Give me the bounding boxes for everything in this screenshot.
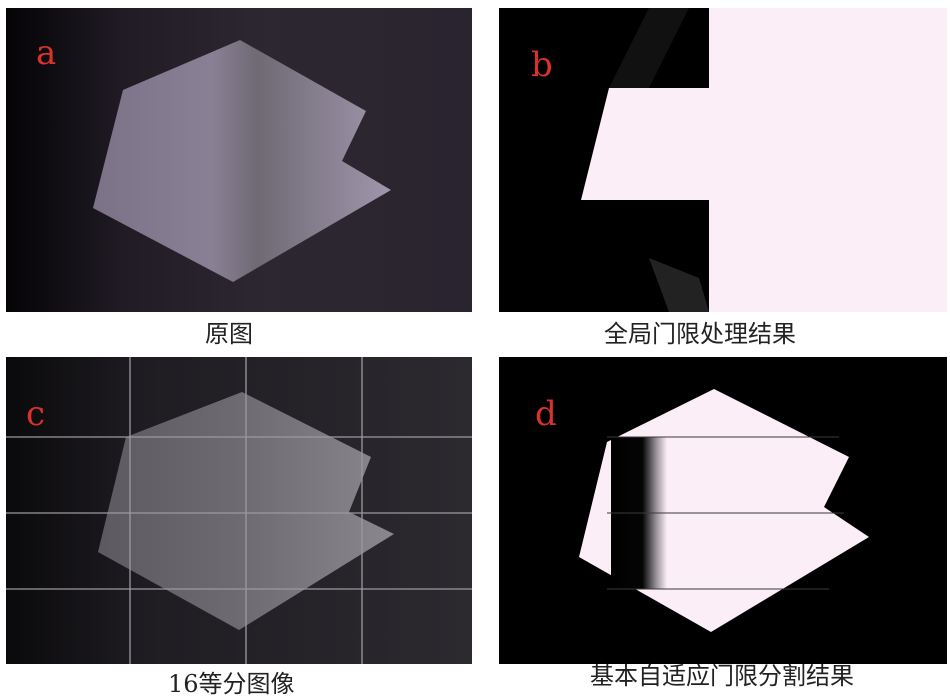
caption-16-divisions: 16等分图像 (168, 670, 295, 698)
panel-adaptive-threshold: d (499, 357, 947, 664)
noise-top (609, 8, 689, 88)
panel-letter-b: b (531, 45, 553, 85)
hexagon-shape (93, 40, 391, 282)
bright-shape-left (581, 88, 749, 200)
panel-original-image: a (6, 8, 472, 312)
left-dark-area (499, 8, 669, 312)
caption-original-image: 原图 (205, 320, 253, 348)
panel-16-divisions: c (6, 357, 472, 664)
caption-adaptive-threshold: 基本自适应门限分割结果 (590, 662, 854, 690)
faint-grid-lines (607, 436, 844, 590)
original-image (6, 8, 472, 312)
global-threshold-image (499, 8, 947, 312)
panel-letter-a: a (36, 33, 57, 73)
grid-lines (6, 357, 472, 664)
divided-image (6, 357, 472, 664)
panel-letter-d: d (535, 394, 557, 434)
caption-global-threshold: 全局门限处理结果 (604, 320, 796, 348)
panel-letter-c: c (26, 394, 46, 434)
panel-global-threshold: b (499, 8, 947, 312)
noise-bottom (649, 258, 709, 312)
adaptive-threshold-image (499, 357, 947, 664)
